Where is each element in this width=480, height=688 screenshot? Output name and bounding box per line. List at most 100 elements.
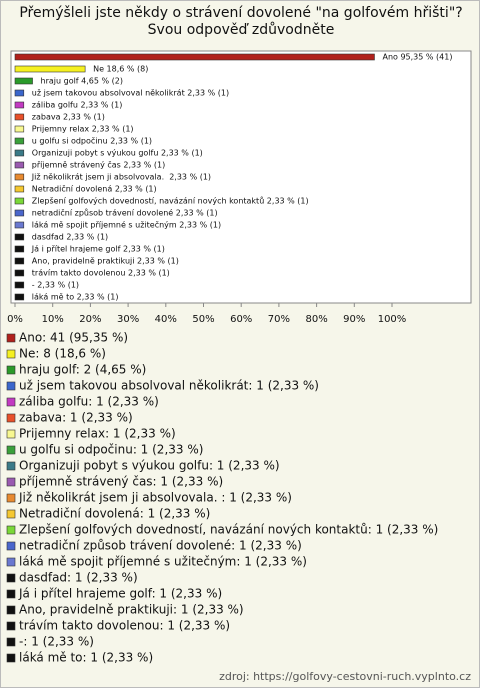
bar xyxy=(14,281,25,289)
bar-label: - 2,33 % (1) xyxy=(32,281,79,290)
legend-label: Netradiční dovolená: 1 (2,33 %) xyxy=(19,507,210,521)
bar-label: Ano, pravidelně praktikuji 2,33 % (1) xyxy=(32,257,179,266)
legend-swatch xyxy=(6,445,16,455)
legend-label: láká mě to: 1 (2,33 %) xyxy=(19,651,153,665)
bar-label: záliba golfu 2,33 % (1) xyxy=(32,101,123,110)
legend-label: Ne: 8 (18,6 %) xyxy=(19,347,106,361)
bar-label: u golfu si odpočinu 2,33 % (1) xyxy=(32,136,152,146)
plot-area xyxy=(10,50,472,304)
legend-label: trávím takto dovolenou: 1 (2,33 %) xyxy=(19,619,230,633)
x-tick-label: 30% xyxy=(117,314,139,325)
legend-swatch xyxy=(6,525,16,535)
bar xyxy=(14,101,25,109)
legend-swatch xyxy=(6,557,16,567)
legend-swatch xyxy=(6,637,16,647)
x-tick-label: 90% xyxy=(343,314,365,325)
legend-swatch xyxy=(6,621,16,631)
legend-label: láká mě spojit příjemné s užitečným: 1 (… xyxy=(19,555,307,569)
legend-label: zabava: 1 (2,33 %) xyxy=(19,411,133,425)
legend-swatch xyxy=(6,461,16,471)
bar xyxy=(14,125,25,133)
bar xyxy=(14,185,25,193)
bar-label: příjemně strávený čas 2,33 % (1) xyxy=(32,160,165,170)
x-tick-label: 10% xyxy=(42,314,64,325)
legend-label: už jsem takovou absolvoval několikrát: 1… xyxy=(19,379,319,393)
x-tick-label: 20% xyxy=(79,314,101,325)
bar-label: netradiční způsob trávení dovolené 2,33 … xyxy=(32,208,218,218)
legend-swatch xyxy=(6,509,16,519)
x-tick-label: 0% xyxy=(7,314,23,325)
legend-label: dasdfad: 1 (2,33 %) xyxy=(19,571,138,585)
x-tick-label: 60% xyxy=(230,314,252,325)
legend-swatch xyxy=(6,541,16,551)
legend-swatch xyxy=(6,605,16,615)
legend-label: Ano: 41 (95,35 %) xyxy=(19,331,128,345)
bar xyxy=(14,257,25,265)
bar-label: Netradiční dovolená 2,33 % (1) xyxy=(32,184,157,194)
bar-label: zabava 2,33 % (1) xyxy=(32,113,105,122)
bar xyxy=(14,137,25,145)
bar-label: láká mě spojit příjemné s užitečným 2,33… xyxy=(32,220,221,230)
legend-label: Již několikrát jsem ji absolvovala. : 1 … xyxy=(18,491,292,505)
legend-swatch xyxy=(6,429,16,439)
legend-label: u golfu si odpočinu: 1 (2,33 %) xyxy=(19,443,203,457)
bar-label: Ne 18,6 % (8) xyxy=(93,65,148,74)
bar-label: Ano 95,35 % (41) xyxy=(382,53,452,62)
bar-label: láká mě to 2,33 % (1) xyxy=(32,293,119,302)
bar xyxy=(14,89,25,97)
legend-swatch xyxy=(6,365,16,375)
legend-swatch xyxy=(6,381,16,391)
legend-label: Organizuji pobyt s výukou golfu: 1 (2,33… xyxy=(19,459,280,473)
legend-swatch xyxy=(6,573,16,583)
x-tick-label: 80% xyxy=(305,314,327,325)
bar xyxy=(14,233,25,241)
bar xyxy=(14,113,25,121)
bar xyxy=(14,197,25,205)
legend-swatch xyxy=(6,589,16,599)
legend-swatch xyxy=(6,397,16,407)
x-tick-label: 50% xyxy=(192,314,214,325)
chart-title: Přemýšleli jste někdy o strávení dovolen… xyxy=(19,5,463,38)
legend-swatch xyxy=(6,493,16,503)
legend-label: záliba golfu: 1 (2,33 %) xyxy=(19,395,159,409)
x-tick-label: 100% xyxy=(378,314,407,325)
legend-swatch xyxy=(6,477,16,487)
legend-label: Já i přítel hrajeme golf: 1 (2,33 %) xyxy=(18,587,222,601)
bar-label: dasdfad 2,33 % (1) xyxy=(32,233,108,242)
bar xyxy=(14,293,25,301)
bar xyxy=(14,209,25,217)
legend-label: příjemně strávený čas: 1 (2,33 %) xyxy=(19,475,223,489)
bar-label: trávím takto dovolenou 2,33 % (1) xyxy=(32,269,170,278)
legend-label: Ano, pravidelně praktikuji: 1 (2,33 %) xyxy=(19,603,244,617)
legend-swatch xyxy=(6,653,16,663)
bar xyxy=(14,65,86,73)
bar xyxy=(14,269,25,277)
legend-swatch xyxy=(6,333,16,343)
bar xyxy=(14,77,33,85)
bar xyxy=(14,245,25,253)
legend-label: Prijemny relax: 1 (2,33 %) xyxy=(19,427,176,441)
legend-swatch xyxy=(6,349,16,359)
bar xyxy=(14,161,25,169)
bar xyxy=(14,149,25,157)
bar-label: Prijemny relax 2,33 % (1) xyxy=(32,125,134,134)
legend-label: -: 1 (2,33 %) xyxy=(19,635,94,649)
legend-label: Zlepšení golfových dovedností, navázání … xyxy=(19,523,438,537)
bar xyxy=(14,173,25,181)
bar-label: hraju golf 4,65 % (2) xyxy=(41,77,123,86)
source: zdroj: https://golfovy-cestovni-ruch.vyp… xyxy=(219,670,471,683)
bar-label: Již několikrát jsem ji absolvovala. 2,33… xyxy=(31,173,211,182)
bar-label: Organizuji pobyt s výukou golfu 2,33 % (… xyxy=(32,149,203,158)
bar xyxy=(14,53,375,61)
bar-label: Zlepšení golfových dovedností, navázání … xyxy=(32,196,309,206)
x-tick-label: 40% xyxy=(155,314,177,325)
legend-label: hraju golf: 2 (4,65 %) xyxy=(19,363,146,377)
bar-label: už jsem takovou absolvoval několikrát 2,… xyxy=(32,89,229,98)
bar xyxy=(14,221,25,229)
bar-label: Já i přítel hrajeme golf 2,33 % (1) xyxy=(31,245,165,254)
legend-swatch xyxy=(6,413,16,423)
legend-label: netradiční způsob trávení dovolené: 1 (2… xyxy=(19,539,302,553)
x-tick-label: 70% xyxy=(268,314,290,325)
